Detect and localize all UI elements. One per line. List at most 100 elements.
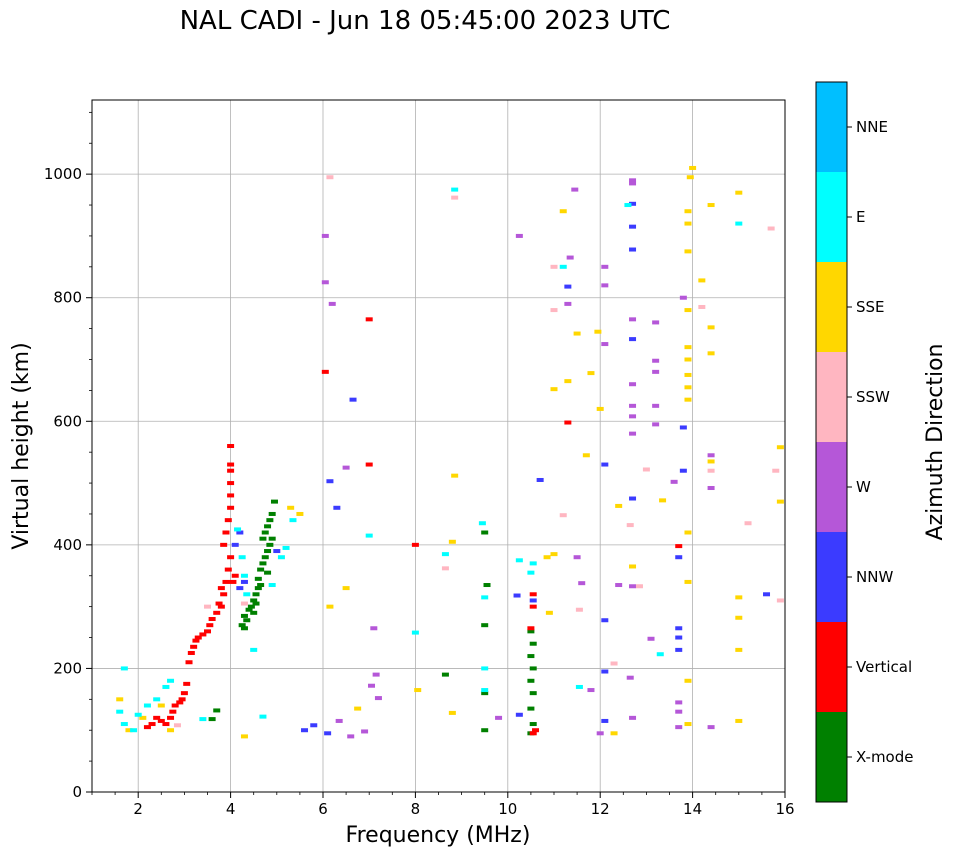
colorbar-tick-label: NNE bbox=[856, 118, 888, 136]
echo-point bbox=[776, 598, 784, 603]
colorbar-segment bbox=[816, 442, 847, 532]
echo-point bbox=[153, 715, 161, 720]
echo-point bbox=[515, 558, 523, 563]
echo-point bbox=[227, 462, 235, 467]
echo-point bbox=[684, 372, 692, 377]
echo-point bbox=[527, 570, 535, 575]
echo-point bbox=[707, 325, 715, 330]
echo-point bbox=[698, 304, 706, 309]
echo-point bbox=[321, 280, 329, 285]
echo-point bbox=[629, 496, 637, 501]
chart-title: NAL CADI - Jun 18 05:45:00 2023 UTC bbox=[179, 6, 671, 36]
echo-point bbox=[153, 697, 161, 702]
echo-point bbox=[342, 465, 350, 470]
echo-point bbox=[601, 462, 609, 467]
echo-point bbox=[573, 331, 581, 336]
echo-point bbox=[527, 654, 535, 659]
echo-point bbox=[529, 731, 537, 736]
x-axis-ticks: 2 4 6 8 10 12 14 16 bbox=[91, 792, 795, 818]
echo-point bbox=[243, 592, 251, 597]
echo-point bbox=[261, 530, 269, 535]
colorbar-segment bbox=[816, 712, 847, 802]
colorbar-tick-label: SSW bbox=[856, 388, 890, 406]
echo-point bbox=[629, 247, 637, 252]
echo-point bbox=[684, 357, 692, 362]
echo-point bbox=[326, 479, 334, 484]
echo-point bbox=[684, 530, 692, 535]
echo-point bbox=[675, 635, 683, 640]
echo-point bbox=[187, 650, 195, 655]
colorbar-tick-label: W bbox=[856, 478, 871, 496]
echo-point bbox=[564, 284, 572, 289]
y-tick-label: 1000 bbox=[44, 165, 82, 183]
echo-point bbox=[582, 453, 590, 458]
echo-point bbox=[259, 536, 267, 541]
echo-point bbox=[227, 555, 235, 560]
echo-point bbox=[368, 683, 376, 688]
echo-point bbox=[441, 566, 449, 571]
echo-point bbox=[529, 604, 537, 609]
echo-point bbox=[707, 486, 715, 491]
echo-point bbox=[629, 431, 637, 436]
echo-point bbox=[365, 317, 373, 322]
echo-point bbox=[183, 681, 191, 686]
echo-point bbox=[335, 718, 343, 723]
echo-point bbox=[333, 505, 341, 510]
y-axis-ticks: 0 200 400 600 800 1000 bbox=[44, 111, 92, 801]
echo-point bbox=[194, 635, 202, 640]
echo-point bbox=[601, 618, 609, 623]
x-tick-label: 12 bbox=[591, 800, 610, 818]
echo-point bbox=[257, 567, 265, 572]
echo-point bbox=[220, 592, 228, 597]
y-tick-label: 0 bbox=[72, 783, 82, 801]
echo-point bbox=[264, 570, 272, 575]
colorbar-segment bbox=[816, 82, 847, 172]
echo-point bbox=[652, 369, 660, 374]
echo-point bbox=[767, 226, 775, 231]
echo-point bbox=[679, 295, 687, 300]
echo-point bbox=[578, 581, 586, 586]
echo-point bbox=[180, 691, 188, 696]
echo-point bbox=[268, 511, 276, 516]
echo-point bbox=[347, 734, 355, 739]
echo-point bbox=[157, 718, 165, 723]
echo-point bbox=[707, 468, 715, 473]
echo-point bbox=[238, 623, 246, 628]
echo-point bbox=[536, 477, 544, 482]
echo-point bbox=[134, 712, 142, 717]
echo-point bbox=[229, 579, 237, 584]
echo-point bbox=[481, 691, 489, 696]
echo-point bbox=[776, 445, 784, 450]
echo-point bbox=[615, 583, 623, 588]
echo-point bbox=[206, 623, 214, 628]
x-tick-label: 16 bbox=[775, 800, 794, 818]
echo-point bbox=[735, 647, 743, 652]
echo-point bbox=[451, 473, 459, 478]
echo-point bbox=[178, 697, 186, 702]
echo-point bbox=[763, 592, 771, 597]
echo-point bbox=[372, 672, 380, 677]
echo-point bbox=[252, 601, 260, 606]
echo-point bbox=[670, 479, 678, 484]
echo-point bbox=[222, 530, 230, 535]
echo-point bbox=[162, 722, 170, 727]
echo-point bbox=[629, 178, 637, 183]
echo-point bbox=[264, 524, 272, 529]
echo-point bbox=[250, 610, 258, 615]
echo-point bbox=[707, 459, 715, 464]
x-tick-label: 2 bbox=[133, 800, 143, 818]
echo-point bbox=[224, 518, 232, 523]
echo-point bbox=[529, 592, 537, 597]
y-tick-label: 600 bbox=[53, 412, 82, 430]
echo-point bbox=[266, 542, 274, 547]
y-axis-label: Virtual height (km) bbox=[9, 342, 34, 549]
echo-point bbox=[481, 728, 489, 733]
colorbar-segment bbox=[816, 352, 847, 442]
echo-point bbox=[529, 722, 537, 727]
echo-point bbox=[629, 715, 637, 720]
echo-point bbox=[365, 533, 373, 538]
echo-point bbox=[116, 697, 124, 702]
echo-point bbox=[675, 647, 683, 652]
echo-point bbox=[217, 604, 225, 609]
echo-point bbox=[564, 379, 572, 384]
